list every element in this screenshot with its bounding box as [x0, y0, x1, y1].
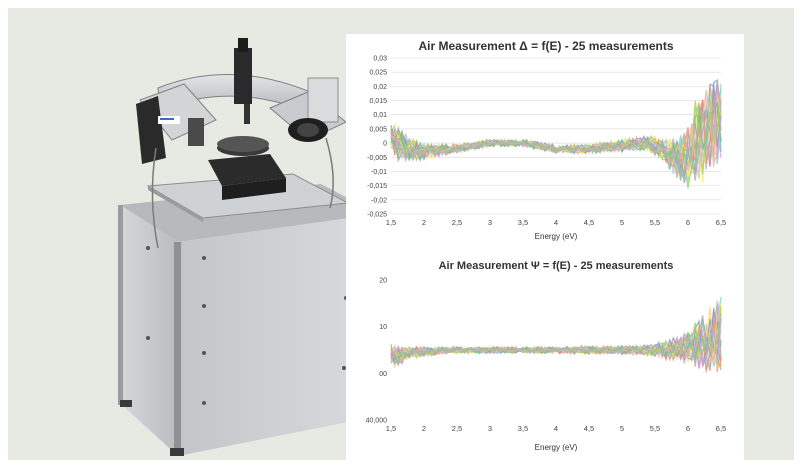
- series-line: [390, 303, 722, 370]
- series-line: [390, 101, 722, 176]
- figure-panel: Air Measurement Δ = f(E) - 25 measuremen…: [8, 8, 794, 460]
- x-tick-label: 5,5: [650, 424, 660, 433]
- y-tick-label: -0,02: [371, 197, 387, 204]
- y-tick-label: 0,02: [373, 84, 387, 91]
- psi-x-axis: 1,5 2 2,5 3 3,5 4 4,5 5 5,5 6 6,5: [386, 424, 726, 433]
- psi-x-axis-label: Energy (eV): [535, 443, 578, 452]
- y-tick-label: -0,01: [371, 169, 387, 176]
- y-tick-label: 40,000: [366, 418, 388, 425]
- delta-chart: Air Measurement Δ = f(E) - 25 measuremen…: [367, 39, 726, 241]
- psi-chart-card: Air Measurement Ψ = f(E) - 25 measuremen…: [346, 252, 744, 460]
- psi-chart-title: Air Measurement Ψ = f(E) - 25 measuremen…: [439, 260, 674, 272]
- delta-x-axis-label: Energy (eV): [535, 232, 578, 241]
- y-tick-label: -0,005: [367, 155, 387, 162]
- y-tick-label: 0: [383, 141, 387, 148]
- x-tick-label: 2: [422, 424, 426, 433]
- y-tick-label: 0,015: [369, 98, 387, 105]
- x-tick-label: 2: [422, 218, 426, 227]
- x-tick-label: 1,5: [386, 424, 396, 433]
- x-tick-label: 4,5: [584, 424, 594, 433]
- psi-chart: Air Measurement Ψ = f(E) - 25 measuremen…: [366, 260, 727, 452]
- delta-y-axis: 0,03 0,025 0,02 0,015 0,01 0,005 0 -0,005 -0,01 -…: [367, 56, 387, 219]
- y-tick-label: -0,015: [367, 183, 387, 190]
- x-tick-label: 6: [686, 218, 690, 227]
- series-line: [390, 105, 722, 179]
- series-line: [390, 93, 722, 188]
- x-tick-label: 3: [488, 218, 492, 227]
- series-line: [390, 84, 722, 183]
- x-tick-label: 2,5: [452, 424, 462, 433]
- series-line: [390, 98, 722, 183]
- y-tick-label: 0,03: [373, 56, 387, 63]
- x-tick-label: 3,5: [518, 218, 528, 227]
- ellipsometer-instrument-photo: [118, 38, 368, 456]
- y-tick-label: -0,025: [367, 212, 387, 219]
- x-tick-label: 4: [554, 424, 558, 433]
- x-tick-label: 3,5: [518, 424, 528, 433]
- series-line: [390, 309, 722, 365]
- x-tick-label: 4: [554, 218, 558, 227]
- x-tick-label: 1,5: [386, 218, 396, 227]
- psi-series-group: [390, 297, 722, 373]
- x-tick-label: 6,5: [716, 424, 726, 433]
- delta-chart-card: Air Measurement Δ = f(E) - 25 measuremen…: [346, 34, 744, 254]
- psi-y-axis: 20 10 00 40,000: [366, 278, 388, 425]
- series-line: [390, 80, 722, 182]
- y-tick-label: 0,01: [373, 112, 387, 119]
- x-tick-label: 6: [686, 424, 690, 433]
- y-tick-label: 10: [379, 324, 387, 331]
- x-tick-label: 5,5: [650, 218, 660, 227]
- y-tick-label: 0,025: [369, 70, 387, 77]
- y-tick-label: 00: [379, 371, 387, 378]
- delta-gridlines: [391, 57, 721, 215]
- series-line: [390, 100, 722, 183]
- series-line: [390, 88, 722, 189]
- y-tick-label: 0,005: [369, 126, 387, 133]
- x-tick-label: 5: [620, 424, 624, 433]
- series-line: [390, 317, 722, 369]
- x-tick-label: 5: [620, 218, 624, 227]
- y-tick-label: 20: [379, 278, 387, 285]
- delta-series-group: [390, 78, 722, 189]
- x-tick-label: 3: [488, 424, 492, 433]
- series-line: [390, 102, 722, 181]
- x-tick-label: 2,5: [452, 218, 462, 227]
- x-tick-label: 4,5: [584, 218, 594, 227]
- delta-x-axis: 1,5 2 2,5 3 3,5 4 4,5 5 5,5 6 6,5: [386, 218, 726, 227]
- x-tick-label: 6,5: [716, 218, 726, 227]
- delta-chart-title: Air Measurement Δ = f(E) - 25 measuremen…: [418, 39, 673, 53]
